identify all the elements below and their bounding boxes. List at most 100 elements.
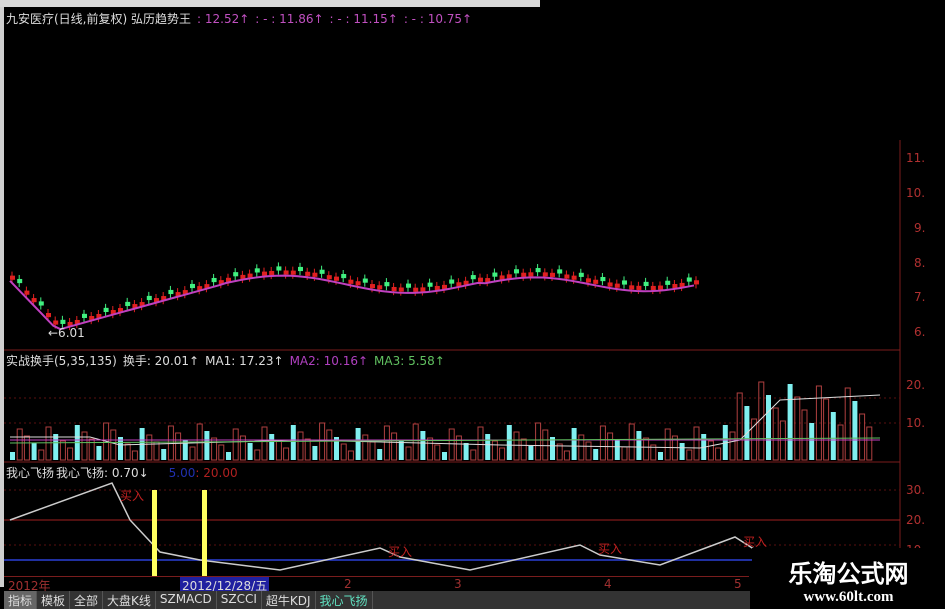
candle-body: [283, 270, 289, 275]
candle-body: [326, 275, 332, 280]
volume-bar: [470, 449, 477, 461]
turnover-value: 换手: 20.01↑: [122, 354, 200, 368]
candle-body: [377, 285, 383, 290]
candle-body: [679, 282, 685, 288]
candle-body: [269, 270, 275, 276]
flight-line: [9, 482, 761, 571]
volume-bar: [153, 441, 160, 461]
volume-bar: [269, 434, 275, 460]
volume-bar: [643, 437, 650, 461]
volume-bar: [585, 441, 592, 461]
tab-szmacd[interactable]: SZMACD: [156, 591, 217, 609]
volume-bar: [218, 444, 225, 461]
volume-bar: [578, 434, 585, 461]
volume-bar: [528, 446, 534, 460]
volume-bar: [650, 444, 657, 461]
candle-body: [262, 271, 267, 276]
tab-szcci[interactable]: SZCCI: [217, 591, 262, 609]
volume-bar: [628, 423, 635, 461]
candle-body: [146, 295, 152, 301]
candle-body: [650, 285, 656, 291]
volume-bar: [31, 443, 37, 460]
candle-body: [161, 296, 167, 301]
volume-axis-label: 10.: [906, 416, 926, 430]
candle-body: [370, 284, 375, 289]
candle-body: [348, 279, 354, 284]
volume-bar: [247, 443, 253, 460]
volume-bar: [844, 387, 851, 461]
candle-body: [254, 268, 260, 273]
date-axis: 2012年 2012/12/28/五 2 3 4 5: [4, 576, 749, 594]
volume-axis-label: 20.: [906, 378, 926, 392]
candle-body: [247, 273, 253, 278]
tab-market-kline[interactable]: 大盘K线: [103, 591, 156, 609]
volume-bar: [830, 412, 836, 460]
volume-bar: [226, 452, 231, 460]
volume-bar: [614, 440, 620, 460]
volume-bar: [275, 440, 282, 461]
indicator-value-1: : 12.52↑: [197, 12, 250, 26]
volume-bar: [815, 385, 822, 461]
volume-bar: [38, 449, 45, 461]
volume-bar: [182, 440, 188, 460]
candle-body: [334, 276, 339, 281]
volume-bar: [599, 425, 606, 461]
candle-body: [38, 301, 44, 306]
candle-body: [190, 283, 195, 289]
indicator-value-2: : - : 11.86↑: [255, 12, 324, 26]
watermark-logo: 乐淘公式网 www.60lt.com: [752, 548, 945, 609]
volume-bar: [766, 395, 771, 460]
volume-bar: [10, 452, 15, 460]
tab-flight[interactable]: 我心飞扬: [316, 591, 373, 609]
volume-bar: [347, 450, 354, 461]
candle-body: [420, 287, 426, 292]
candle-body: [276, 266, 282, 271]
volume-bar: [254, 449, 261, 461]
volume-bar: [326, 429, 333, 461]
candle-body: [427, 282, 433, 287]
volume-bar: [118, 437, 123, 460]
volume-header: 实战换手(5,35,135) 换手: 20.01↑ MA1: 17.23↑ MA2: …: [6, 352, 451, 369]
flight-title: 我心飞扬: [6, 466, 55, 480]
volume-bar: [334, 437, 339, 460]
trend-ma-line: [9, 274, 695, 331]
candle-body: [514, 269, 519, 274]
volume-bar: [391, 432, 398, 461]
candle-body: [665, 280, 671, 285]
volume-bar: [23, 435, 30, 461]
low-price-label: ←6.01: [48, 326, 85, 340]
tab-template[interactable]: 模板: [37, 591, 71, 609]
price-axis-label: 10.: [906, 186, 926, 200]
volume-bar: [809, 423, 815, 460]
candle-body: [74, 319, 80, 325]
volume-bar: [167, 425, 174, 461]
volume-bar: [499, 447, 506, 461]
tab-all[interactable]: 全部: [70, 591, 104, 609]
volume-bar: [823, 398, 830, 461]
candle-body: [578, 272, 584, 277]
flight-blue-value: 5.00: [168, 466, 196, 480]
date-month: 2: [344, 577, 352, 591]
candle-body: [17, 278, 23, 284]
candle-body: [60, 319, 66, 324]
highlight-bar: [202, 490, 207, 576]
volume-bar: [131, 450, 138, 461]
date-cursor: 2012/12/28/五: [180, 577, 270, 594]
candle-body: [456, 282, 462, 287]
volume-bar: [312, 446, 318, 460]
candle-body: [226, 277, 231, 282]
candle-body: [103, 307, 109, 313]
tab-indicator[interactable]: 指标: [4, 591, 38, 609]
indicator-value-3: : - : 11.15↑: [329, 12, 398, 26]
watermark-url: www.60lt.com: [803, 589, 894, 605]
flight-axis-label: 30.: [906, 483, 926, 497]
candle-body: [110, 310, 116, 315]
candle-body: [636, 285, 642, 290]
date-month: 4: [604, 577, 612, 591]
flight-red-value: : 20.00: [195, 466, 238, 480]
volume-bar: [556, 443, 563, 461]
tab-kdj[interactable]: 超牛KDJ: [262, 591, 316, 609]
volume-bar: [636, 431, 642, 460]
highlight-bar: [152, 490, 157, 576]
